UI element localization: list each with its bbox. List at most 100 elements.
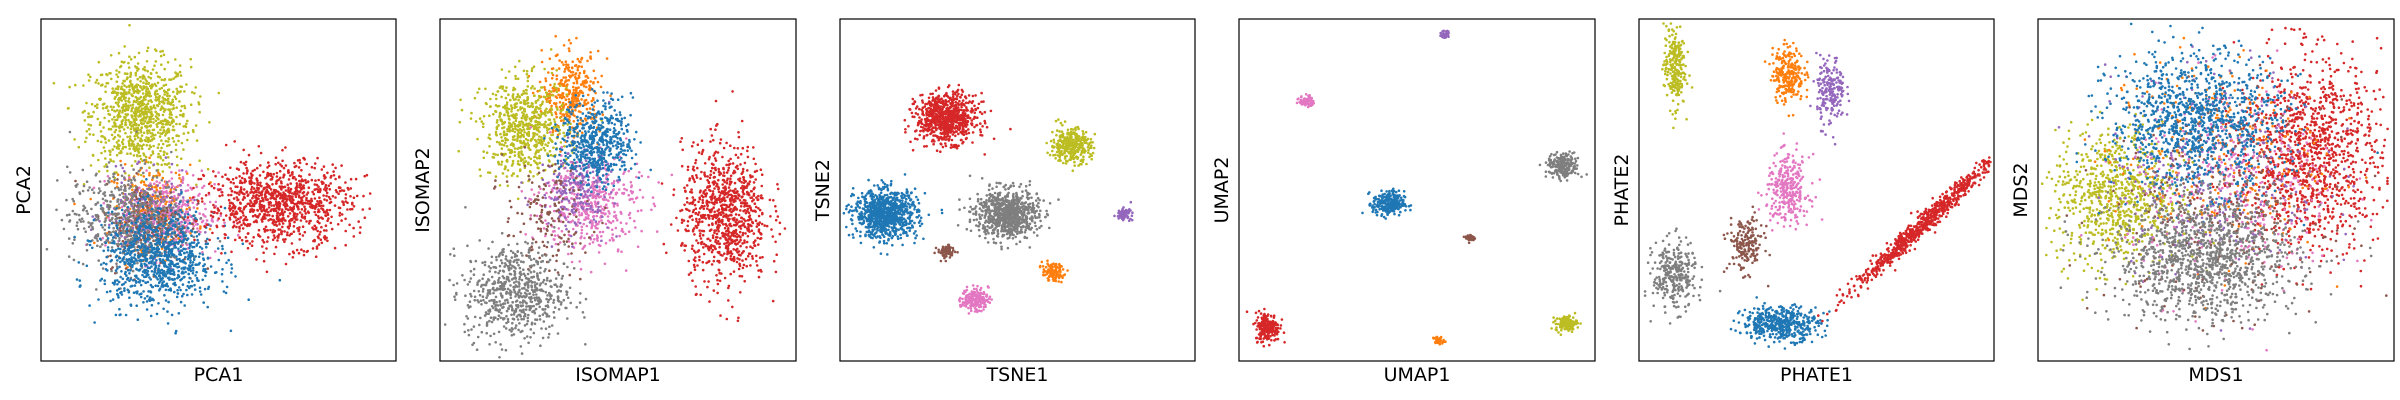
scatter-point-olive	[540, 86, 543, 89]
scatter-point-pink	[185, 190, 188, 193]
scatter-point-blue	[182, 293, 185, 296]
scatter-point-olive	[516, 175, 519, 178]
scatter-point-red	[305, 181, 308, 184]
scatter-point-blue	[186, 285, 189, 288]
scatter-point-red	[252, 194, 255, 197]
scatter-point-olive	[119, 66, 122, 69]
scatter-point-orange	[578, 60, 581, 63]
scatter-point-olive	[170, 117, 173, 120]
scatter-point-red	[218, 209, 221, 212]
scatter-point-olive	[149, 112, 152, 115]
scatter-point-red	[318, 196, 321, 199]
scatter-point-gray	[112, 175, 115, 178]
scatter-point-olive	[503, 131, 506, 134]
scatter-point-olive	[88, 79, 91, 82]
scatter-point-olive	[181, 105, 184, 108]
scatter-point-red	[329, 209, 332, 212]
scatter-point-blue	[124, 224, 127, 227]
scatter-point-orange	[586, 108, 589, 111]
scatter-point-orange	[572, 86, 575, 89]
scatter-point-red	[325, 195, 328, 198]
scatter-point-olive	[109, 158, 112, 161]
scatter-point-orange	[551, 77, 554, 80]
scatter-point-red	[325, 224, 328, 227]
scatter-point-red	[285, 263, 288, 266]
scatter-point-gray	[123, 226, 126, 229]
scatter-point-blue	[180, 301, 183, 304]
scatter-point-olive	[138, 101, 141, 104]
scatter-point-blue	[138, 237, 141, 240]
scatter-point-blue	[178, 258, 181, 261]
scatter-point-blue	[138, 216, 141, 219]
scatter-point-blue	[146, 300, 149, 303]
scatter-point-olive	[108, 120, 111, 123]
scatter-point-gray	[84, 206, 87, 209]
scatter-point-red	[315, 206, 318, 209]
scatter-point-blue	[178, 241, 181, 244]
scatter-point-pink	[215, 201, 218, 204]
scatter-point-olive	[133, 154, 136, 157]
scatter-point-blue	[155, 243, 158, 246]
scatter-point-olive	[145, 86, 148, 89]
scatter-point-orange	[556, 74, 559, 77]
scatter-point-orange	[164, 203, 167, 206]
scatter-point-gray	[136, 262, 139, 265]
scatter-point-gray	[120, 201, 123, 204]
scatter-point-orange	[588, 84, 591, 87]
scatter-point-olive	[114, 131, 117, 134]
scatter-point-blue	[87, 239, 90, 242]
scatter-point-blue	[135, 281, 138, 284]
scatter-point-blue	[163, 280, 166, 283]
scatter-point-blue	[158, 241, 161, 244]
scatter-point-blue	[130, 222, 133, 225]
scatter-point-orange	[554, 35, 557, 38]
scatter-point-pink	[155, 180, 158, 183]
scatter-point-blue	[164, 265, 167, 268]
panel-isomap: ISOMAP1 ISOMAP2	[412, 19, 796, 386]
scatter-point-red	[252, 210, 255, 213]
scatter-point-pink	[219, 214, 222, 217]
scatter-point-olive	[538, 135, 541, 138]
scatter-point-purple	[108, 224, 111, 227]
scatter-point-red	[238, 230, 241, 233]
scatter-point-gray	[130, 238, 133, 241]
scatter-point-gray	[145, 191, 148, 194]
scatter-point-red	[247, 247, 250, 250]
scatter-point-blue	[215, 271, 218, 274]
scatter-point-orange	[585, 86, 588, 89]
scatter-point-red	[338, 214, 341, 217]
scatter-point-pink	[201, 169, 204, 172]
scatter-point-gray	[160, 200, 163, 203]
scatter-point-olive	[505, 86, 508, 89]
scatter-point-blue	[183, 268, 186, 271]
scatter-point-olive	[157, 82, 160, 85]
scatter-point-blue	[155, 233, 158, 236]
scatter-point-blue	[165, 289, 168, 292]
scatter-point-olive	[152, 68, 155, 71]
scatter-point-purple	[165, 156, 168, 159]
scatter-point-olive	[192, 131, 195, 134]
scatter-point-olive	[104, 157, 107, 160]
scatter-point-red	[224, 173, 227, 176]
scatter-point-olive	[143, 66, 146, 69]
scatter-point-red	[281, 149, 284, 152]
scatter-point-blue	[167, 259, 170, 262]
scatter-point-olive	[157, 113, 160, 116]
scatter-point-orange	[566, 83, 569, 86]
scatter-point-red	[218, 195, 221, 198]
scatter-point-olive	[144, 139, 147, 142]
scatter-point-blue	[221, 273, 224, 276]
scatter-point-blue	[226, 286, 229, 289]
scatter-point-olive	[172, 91, 175, 94]
scatter-point-blue	[180, 230, 183, 233]
scatter-point-blue	[135, 304, 138, 307]
scatter-point-gray	[122, 196, 125, 199]
scatter-point-red	[275, 182, 278, 185]
scatter-point-red	[275, 156, 278, 159]
scatter-point-olive	[114, 110, 117, 113]
scatter-point-red	[299, 233, 302, 236]
scatter-point-red	[305, 163, 308, 166]
scatter-point-red	[274, 163, 277, 166]
scatter-point-red	[278, 193, 281, 196]
scatter-point-olive	[124, 124, 127, 127]
